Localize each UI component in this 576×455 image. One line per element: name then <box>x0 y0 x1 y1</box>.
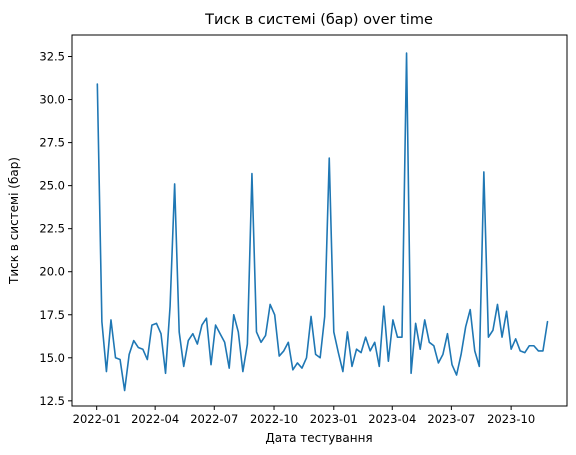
series-line-pressure <box>97 53 547 390</box>
y-tick-label: 20.0 <box>39 265 65 279</box>
y-tick-label: 15.0 <box>39 351 65 365</box>
chart-title: Тиск в системі (бар) over time <box>204 12 433 28</box>
x-tick-label: 2023-04 <box>368 412 416 426</box>
y-tick-label: 32.5 <box>39 50 65 64</box>
y-tick-label: 12.5 <box>39 394 65 408</box>
x-axis: 2022-01 2022-04 2022-07 2022-10 2023-01 2023-… <box>73 406 536 426</box>
x-tick-label: 2022-04 <box>131 412 179 426</box>
x-tick-label: 2023-10 <box>487 412 535 426</box>
y-tick-label: 25.0 <box>39 179 65 193</box>
y-axis: 12.5 15.0 17.5 20.0 22.5 25.0 27.5 30.0 32.5 <box>39 50 72 408</box>
y-tick-label: 30.0 <box>39 93 65 107</box>
y-tick-label: 17.5 <box>39 308 65 322</box>
x-tick-label: 2023-01 <box>310 412 358 426</box>
x-tick-label: 2022-07 <box>190 412 238 426</box>
y-axis-label: Тиск в системі (бар) <box>7 157 21 285</box>
plot-frame <box>72 35 567 406</box>
y-tick-label: 22.5 <box>39 222 65 236</box>
x-tick-label: 2022-01 <box>73 412 121 426</box>
y-tick-label: 27.5 <box>39 136 65 150</box>
x-tick-label: 2023-07 <box>427 412 475 426</box>
x-tick-label: 2022-10 <box>250 412 298 426</box>
x-axis-label: Дата тестування <box>265 431 372 445</box>
